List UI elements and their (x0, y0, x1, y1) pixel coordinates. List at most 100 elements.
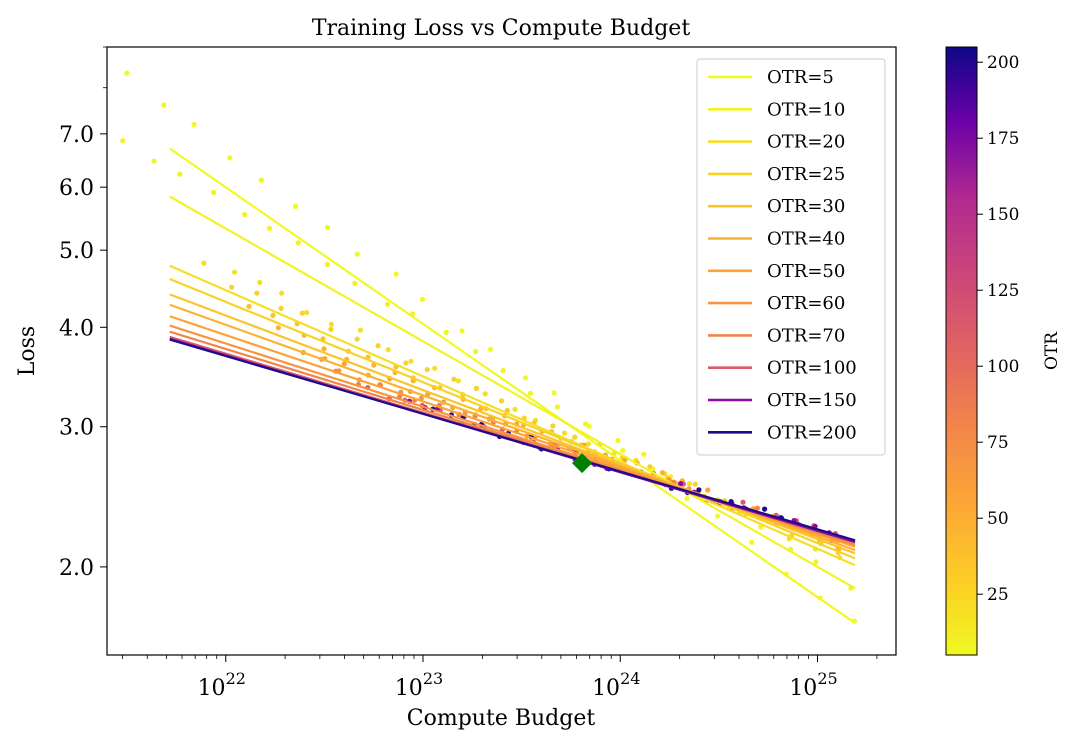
scatter-point (120, 138, 126, 144)
scatter-point (357, 327, 364, 333)
y-tick-label: 2.0 (59, 556, 94, 581)
scatter-point (432, 365, 438, 371)
scatter-point (678, 481, 684, 487)
colorbar: 25 50 75 100 125 150 175 200 OTR (945, 46, 1062, 656)
scatter-point (554, 404, 561, 410)
legend-entry: OTR=40 (708, 229, 845, 250)
scatter-point (304, 309, 310, 316)
scatter-point (151, 158, 157, 164)
scatter-point (227, 155, 233, 161)
colorbar-tick-label: 75 (987, 433, 1009, 453)
y-tick-label: 3.0 (59, 416, 94, 441)
scatter-point (585, 441, 591, 447)
legend-label: OTR=70 (767, 325, 845, 346)
legend-label: OTR=100 (767, 358, 857, 379)
scatter-point (749, 539, 755, 545)
legend: OTR=5 OTR=10 OTR=20 OTR=25 OTR=30 OTR=40 OTR=5… (696, 58, 886, 456)
x-tick-label: 1024 (592, 669, 640, 701)
scatter-point (582, 421, 589, 427)
legend-box (696, 58, 886, 456)
legend-entry: OTR=150 (708, 390, 857, 411)
y-tick-label: 7.0 (59, 123, 94, 148)
scatter-point (455, 378, 461, 384)
scatter-point (482, 391, 488, 397)
y-tick-label: 5.0 (59, 239, 94, 264)
fit-lines (169, 147, 856, 624)
legend-label: OTR=30 (767, 196, 845, 217)
scatter-point (498, 398, 505, 404)
scatter-point (324, 224, 331, 230)
scatter-point (487, 346, 494, 352)
legend-entry: OTR=100 (708, 358, 857, 379)
scatter-point (328, 321, 334, 327)
scatter-point (94, 51, 99, 56)
scatter-point (278, 305, 284, 311)
legend-entry: OTR=30 (708, 196, 845, 217)
scatter-point (659, 470, 666, 476)
legend-label: OTR=60 (767, 293, 845, 314)
scatter-point (161, 102, 167, 108)
scatter-point (715, 513, 721, 519)
y-axis-label: Loss (15, 326, 40, 376)
colorbar-tick-label: 100 (987, 357, 1019, 377)
scatter-point (242, 212, 248, 218)
scatter-point (375, 343, 381, 349)
legend-entry: OTR=10 (708, 99, 845, 120)
optimum-diamond-marker (572, 453, 593, 474)
scatter-point (324, 261, 330, 268)
legend-label: OTR=25 (767, 164, 845, 185)
scatter-point (328, 326, 334, 332)
scatter-point (478, 406, 484, 412)
legend-entry: OTR=5 (708, 67, 834, 88)
scatter-point (385, 347, 391, 353)
legend-entry: OTR=70 (708, 325, 845, 346)
colorbar-tick-label: 50 (987, 509, 1009, 529)
scatter-point (258, 177, 264, 183)
scatter-point (419, 296, 426, 302)
legend-entry: OTR=50 (708, 261, 845, 282)
scatter-point (686, 481, 693, 487)
scatter-point (572, 434, 578, 440)
colorbar-tick-label: 175 (987, 129, 1019, 149)
scatter-point (692, 481, 698, 487)
legend-label: OTR=10 (767, 99, 845, 120)
scatter-point (354, 251, 360, 257)
scatter-point (275, 325, 281, 331)
scatter-point (408, 358, 414, 364)
scatter-point (762, 506, 768, 512)
scatter-point (257, 279, 263, 285)
legend-entry: OTR=25 (708, 164, 845, 185)
plot-frame (106, 46, 897, 656)
scatter-point (29, 2, 34, 7)
x-tick-label: 1022 (198, 669, 246, 701)
scatter-point (321, 346, 327, 352)
x-tick-label: 1025 (789, 669, 837, 701)
scatter-point (754, 505, 761, 511)
scatter-point (512, 406, 518, 412)
scatter-point (813, 559, 819, 565)
scatter-point (550, 423, 556, 429)
scatter-point (254, 290, 260, 296)
chart-title: Training Loss vs Compute Budget (312, 16, 690, 41)
colorbar-tick-label: 25 (987, 585, 1009, 605)
legend-entry: OTR=20 (708, 132, 845, 153)
scatter-point (705, 487, 711, 493)
fit-line-otr-10 (169, 195, 856, 590)
colorbar-tick-label: 125 (987, 281, 1019, 301)
x-tick-label: 1023 (395, 669, 443, 701)
y-axis-ticks: 2.0 3.0 4.0 5.0 6.0 7.0 (59, 46, 107, 581)
scatter-point (299, 310, 305, 316)
y-tick-label: 6.0 (59, 176, 94, 201)
scatter-point (615, 437, 621, 444)
scatter-point (740, 499, 746, 505)
scatter-point (473, 385, 479, 391)
scatter-point (451, 376, 457, 382)
scatter-point (443, 329, 449, 335)
y-tick-label: 4.0 (59, 316, 94, 341)
scatter-point (341, 361, 347, 367)
scatter-point (384, 301, 391, 307)
fit-line-otr-200 (169, 338, 856, 542)
scatter-point (586, 423, 592, 429)
scatter-point (354, 336, 360, 342)
